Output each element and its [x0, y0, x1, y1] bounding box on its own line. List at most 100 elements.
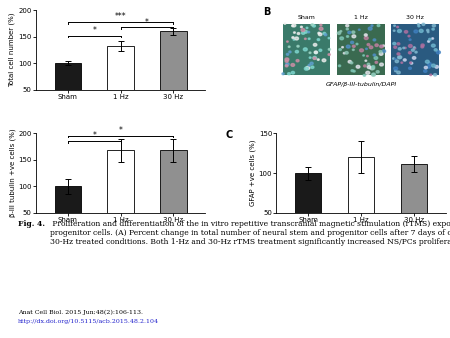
Ellipse shape [371, 25, 373, 26]
Ellipse shape [297, 45, 299, 47]
Ellipse shape [392, 58, 395, 59]
Ellipse shape [308, 38, 310, 40]
Ellipse shape [363, 55, 365, 56]
Text: http://dx.doi.org/10.5115/acb.2015.48.2.104: http://dx.doi.org/10.5115/acb.2015.48.2.… [18, 319, 159, 324]
Ellipse shape [394, 46, 397, 48]
Ellipse shape [397, 53, 400, 55]
Ellipse shape [309, 57, 311, 58]
FancyBboxPatch shape [392, 24, 439, 75]
Ellipse shape [395, 70, 397, 72]
Ellipse shape [339, 49, 342, 50]
Ellipse shape [393, 30, 395, 31]
Ellipse shape [328, 38, 330, 39]
Bar [54, 187, 81, 239]
Ellipse shape [288, 46, 290, 47]
Ellipse shape [313, 57, 316, 59]
Ellipse shape [367, 66, 371, 69]
Ellipse shape [352, 49, 354, 50]
Ellipse shape [425, 60, 429, 63]
Bar [160, 31, 187, 116]
Ellipse shape [411, 49, 414, 51]
Ellipse shape [410, 62, 411, 63]
Ellipse shape [353, 70, 355, 72]
Ellipse shape [312, 25, 315, 27]
Ellipse shape [292, 24, 296, 27]
Bar [108, 46, 134, 116]
Ellipse shape [306, 27, 308, 28]
Ellipse shape [380, 45, 383, 48]
Y-axis label: β-III tubulin +ve cells (%): β-III tubulin +ve cells (%) [9, 129, 16, 217]
Ellipse shape [375, 62, 378, 63]
Ellipse shape [309, 52, 311, 53]
Ellipse shape [286, 53, 289, 55]
Ellipse shape [371, 67, 375, 70]
Text: *: * [92, 26, 96, 35]
Ellipse shape [311, 66, 314, 68]
Ellipse shape [365, 60, 367, 61]
Text: 1 Hz: 1 Hz [354, 15, 368, 20]
Bar [400, 164, 427, 253]
Ellipse shape [401, 62, 403, 63]
Ellipse shape [376, 71, 379, 73]
Ellipse shape [340, 30, 342, 32]
Ellipse shape [382, 50, 386, 53]
Text: *: * [145, 18, 149, 27]
Ellipse shape [409, 67, 411, 69]
Bar [160, 150, 187, 239]
Ellipse shape [409, 39, 411, 41]
Text: Proliferation and differentiation of the in vitro repetitive transcranial magnet: Proliferation and differentiation of the… [50, 220, 450, 246]
Ellipse shape [315, 51, 317, 54]
Ellipse shape [428, 39, 431, 41]
Ellipse shape [418, 25, 420, 27]
Ellipse shape [348, 31, 351, 34]
Ellipse shape [302, 32, 305, 34]
Ellipse shape [356, 43, 358, 45]
Ellipse shape [364, 65, 366, 67]
Ellipse shape [424, 66, 427, 69]
Ellipse shape [292, 25, 294, 27]
Ellipse shape [367, 63, 370, 65]
Ellipse shape [285, 65, 288, 67]
Ellipse shape [319, 49, 322, 51]
Ellipse shape [397, 26, 399, 28]
Text: *: * [92, 131, 96, 140]
Bar [54, 63, 81, 116]
Ellipse shape [428, 31, 429, 33]
Ellipse shape [285, 60, 288, 62]
FancyBboxPatch shape [337, 24, 385, 75]
Ellipse shape [427, 29, 429, 31]
Ellipse shape [436, 51, 441, 54]
Ellipse shape [372, 66, 375, 68]
Ellipse shape [323, 32, 326, 34]
Ellipse shape [398, 56, 402, 58]
Ellipse shape [352, 35, 356, 38]
Ellipse shape [403, 47, 405, 49]
Ellipse shape [313, 44, 317, 46]
Ellipse shape [418, 24, 419, 25]
FancyBboxPatch shape [283, 24, 330, 75]
Ellipse shape [380, 63, 383, 66]
Ellipse shape [397, 71, 400, 74]
Ellipse shape [364, 37, 368, 40]
Ellipse shape [408, 35, 410, 37]
Ellipse shape [403, 59, 406, 61]
Ellipse shape [419, 29, 423, 32]
Ellipse shape [308, 64, 310, 66]
Ellipse shape [421, 46, 423, 48]
Ellipse shape [297, 32, 300, 34]
Ellipse shape [412, 56, 416, 59]
Ellipse shape [367, 55, 368, 57]
Bar [108, 150, 134, 239]
Ellipse shape [432, 44, 435, 47]
Ellipse shape [320, 24, 322, 26]
Ellipse shape [360, 49, 364, 52]
Ellipse shape [322, 59, 326, 62]
Ellipse shape [296, 59, 299, 62]
Ellipse shape [393, 42, 396, 45]
Text: C: C [225, 130, 233, 140]
Ellipse shape [398, 48, 401, 50]
Ellipse shape [311, 24, 314, 26]
Ellipse shape [285, 58, 289, 61]
Ellipse shape [319, 33, 322, 36]
Ellipse shape [414, 47, 415, 48]
